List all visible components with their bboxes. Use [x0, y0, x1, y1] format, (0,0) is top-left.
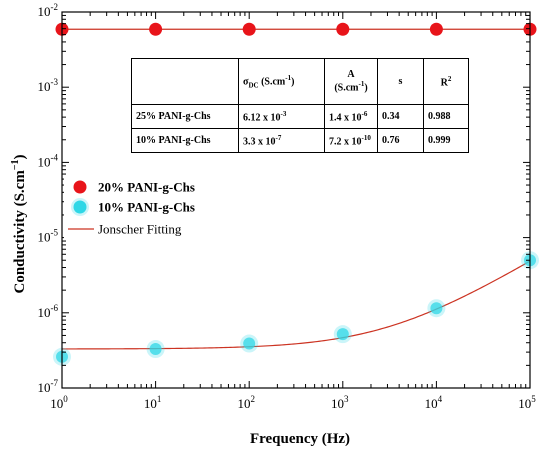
y-axis-label-close: ) — [12, 154, 28, 159]
x-tick-exp: 4 — [438, 394, 443, 404]
legend-marker — [73, 200, 87, 214]
table-cell-a: 7.2 x 10-10 — [324, 128, 378, 153]
legend: 20% PANI-g-Chs 10% PANI-g-Chs Jonscher Fit… — [64, 176, 230, 240]
x-tick-base: 10 — [50, 396, 63, 411]
x-tick-exp: 1 — [157, 394, 162, 404]
data-point — [336, 328, 349, 341]
data-point — [430, 302, 443, 315]
x-tick-exp: 5 — [531, 394, 536, 404]
legend-label: 20% PANI-g-Chs — [98, 180, 195, 195]
y-axis-label-sup: −1 — [10, 159, 21, 170]
legend-label: Jonscher Fitting — [98, 222, 182, 237]
table-cell-s: 0.34 — [377, 104, 424, 129]
y-tick-label: 10-4 — [38, 152, 59, 169]
x-tick-label: 103 — [331, 394, 349, 411]
data-point — [149, 22, 163, 36]
fit-curve — [61, 260, 531, 350]
x-axis-label: Frequency (Hz) — [250, 431, 350, 447]
y-tick-exp: -6 — [51, 303, 59, 313]
y-tick-exp: -4 — [51, 152, 59, 162]
table-header-blank — [131, 58, 239, 105]
y-tick-exp: -5 — [51, 228, 59, 238]
legend-marker — [73, 180, 87, 194]
x-tick-label: 101 — [144, 394, 162, 411]
y-tick-exp: -2 — [51, 2, 59, 12]
table-header-s: s — [377, 58, 424, 105]
y-tick-label: 10-2 — [38, 2, 59, 19]
y-tick-label: 10-5 — [38, 228, 59, 245]
table-cell-label: 25% PANI-g-Chs — [131, 104, 239, 129]
x-tick-exp: 3 — [344, 394, 349, 404]
y-tick-exp: -7 — [51, 378, 59, 388]
table-row: 25% PANI-g-Chs 6.12 x 10-3 1.4 x 10-6 0.… — [131, 104, 469, 129]
table-cell-a: 1.4 x 10-6 — [324, 104, 378, 129]
x-tick-label: 105 — [518, 394, 536, 411]
table-header-r2: R2 — [423, 58, 469, 105]
y-tick-label: 10-6 — [38, 303, 59, 320]
data-point — [336, 22, 350, 36]
x-tick-exp: 2 — [250, 394, 255, 404]
x-tick-base: 10 — [237, 396, 250, 411]
y-tick-exp: -3 — [51, 77, 59, 87]
x-tick-label: 102 — [237, 394, 255, 411]
table-header-row: σDC (S.cm-1) A (S.cm-1) s R2 — [131, 58, 469, 105]
data-point — [429, 22, 443, 36]
x-tick-label: 104 — [425, 394, 443, 411]
x-tick-base: 10 — [331, 396, 344, 411]
y-tick-base: 10 — [38, 305, 51, 320]
y-axis-label-text: Conductivity (S.cm — [12, 170, 28, 294]
table-cell-sigma: 3.3 x 10-7 — [238, 128, 325, 153]
table-cell-sigma: 6.12 x 10-3 — [238, 104, 325, 129]
legend-label: 10% PANI-g-Chs — [98, 200, 195, 215]
fit-parameters-table: σDC (S.cm-1) A (S.cm-1) s R2 25% PANI-g-C… — [131, 58, 469, 153]
x-tick-label: 100 — [50, 394, 68, 411]
y-tick-label: 10-3 — [38, 77, 59, 94]
table-cell-label: 10% PANI-g-Chs — [131, 128, 239, 153]
data-point — [243, 337, 256, 350]
y-tick-base: 10 — [38, 154, 51, 169]
y-tick-base: 10 — [38, 230, 51, 245]
x-tick-exp: 0 — [63, 394, 68, 404]
y-tick-base: 10 — [38, 380, 51, 395]
plot-frame — [61, 11, 531, 389]
data-point — [149, 343, 162, 356]
table-row: 10% PANI-g-Chs 3.3 x 10-7 7.2 x 10-10 0.… — [131, 128, 469, 153]
y-tick-base: 10 — [38, 79, 51, 94]
y-tick-label: 10-7 — [38, 378, 59, 395]
table-header-a: A (S.cm-1) — [324, 58, 378, 105]
table-cell-r2: 0.988 — [423, 104, 469, 129]
axis-ticks: 100 101 102 103 104 10510-710-610-510-410-310… — [38, 2, 537, 411]
x-tick-base: 10 — [518, 396, 531, 411]
table-cell-s: 0.76 — [377, 128, 424, 153]
table-cell-r2: 0.999 — [423, 128, 469, 153]
y-axis-label: Conductivity (S.cm−1) — [10, 154, 28, 293]
y-tick-base: 10 — [38, 4, 51, 19]
data-point — [242, 22, 256, 36]
x-tick-base: 10 — [144, 396, 157, 411]
table-header-sigma-dc: σDC (S.cm-1) — [238, 58, 325, 105]
x-tick-base: 10 — [425, 396, 438, 411]
